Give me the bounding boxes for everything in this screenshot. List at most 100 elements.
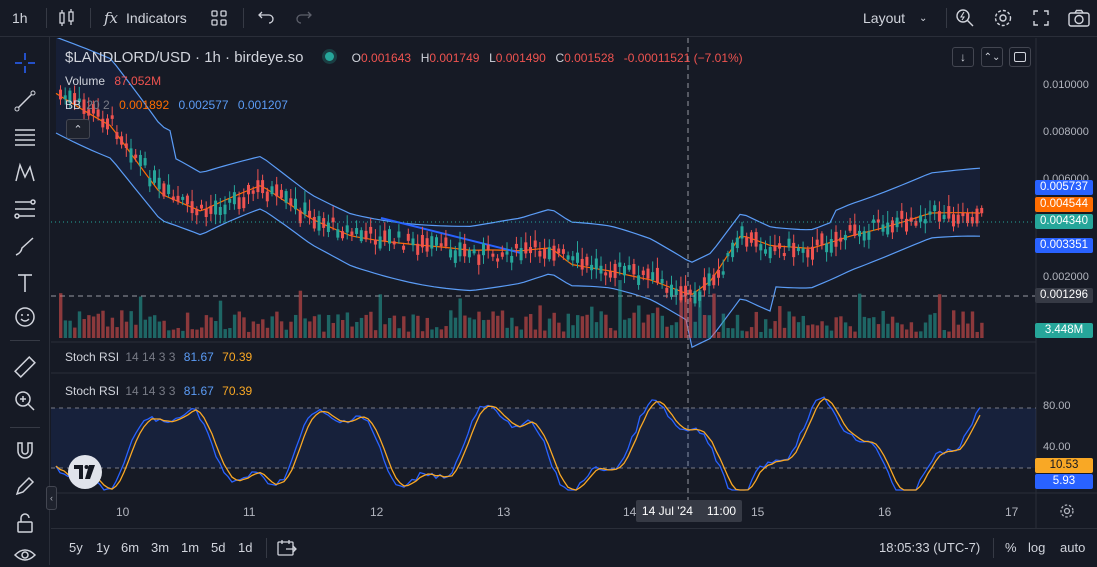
volume-legend[interactable]: Volume 87.052M (65, 74, 161, 88)
collapse-pane-button[interactable]: ⌃⌄ (981, 47, 1003, 67)
volume-bar (439, 329, 444, 338)
collapse-icon: ⌃⌄ (983, 51, 1001, 63)
range-5y[interactable]: 5y (69, 540, 83, 555)
range-3m[interactable]: 3m (151, 540, 170, 555)
candle-body (759, 244, 763, 251)
range-1d[interactable]: 1d (238, 540, 253, 555)
volume-bar (124, 321, 129, 338)
templates-button[interactable] (210, 0, 228, 36)
brush-icon[interactable] (13, 235, 37, 259)
candle-body (825, 243, 829, 253)
bb-legend[interactable]: BB 20 2 0.001892 0.002577 0.001207 (65, 98, 288, 112)
emoji-icon[interactable] (13, 305, 37, 329)
settings-button[interactable] (993, 0, 1013, 36)
volume-bar (632, 312, 636, 338)
volume-bar (247, 331, 251, 338)
log-toggle[interactable]: log (1028, 540, 1046, 555)
volume-bar (218, 300, 223, 338)
pencil-lock-icon[interactable] (13, 474, 37, 498)
volume-bar (726, 328, 730, 338)
zoom-in-icon[interactable] (13, 389, 37, 413)
layout-button[interactable]: Layout ⌄ (863, 0, 927, 36)
candles-style-button[interactable] (57, 0, 77, 36)
candle-body (87, 109, 91, 116)
eye-icon[interactable] (13, 543, 37, 567)
close-value: 0.001528 (564, 51, 615, 65)
goto-date-button[interactable] (277, 529, 297, 566)
stoch-pane-legend[interactable]: Stoch RSI 14 14 3 3 81.67 70.39 (65, 384, 252, 398)
volume-bar (975, 331, 979, 338)
volume-bar (670, 325, 674, 338)
fullscreen-button[interactable] (1032, 0, 1050, 36)
ruler-icon[interactable] (13, 355, 37, 379)
undo-button[interactable] (257, 0, 275, 36)
pane-separator-handle[interactable]: ‹ (46, 486, 57, 510)
candle-body (895, 217, 899, 228)
bb-basis-value: 0.001892 (119, 98, 170, 112)
volume-bar (970, 311, 975, 338)
candle-body (768, 247, 772, 259)
timezone-clock[interactable]: 18:05:33 (UTC-7) (879, 540, 981, 555)
volume-bar (486, 319, 491, 338)
symbol-title[interactable]: $LANDLORD/USD · 1h · birdeye.so (65, 49, 304, 66)
maximize-pane-button[interactable] (1009, 47, 1031, 67)
collapse-legend-button[interactable]: ⌃ (66, 119, 90, 139)
candle-body (754, 232, 758, 247)
candle-body (200, 204, 203, 209)
horizontal-lines-icon[interactable] (13, 125, 37, 149)
move-down-button[interactable]: ↓ (952, 47, 974, 67)
volume-bar (96, 313, 100, 338)
candle-body (204, 208, 208, 218)
time-tick: 12 (370, 505, 384, 519)
crosshair-icon[interactable] (13, 51, 37, 75)
volume-bar (322, 331, 326, 338)
range-6m[interactable]: 6m (121, 540, 140, 555)
volume-bar (529, 314, 533, 338)
price-chart[interactable] (51, 38, 1097, 528)
candle-body (129, 148, 133, 163)
volume-bar (388, 317, 392, 338)
candle-body (345, 225, 349, 233)
volume-bar (905, 329, 909, 338)
auto-toggle[interactable]: auto (1060, 540, 1086, 555)
candle-body (477, 254, 481, 265)
settings-corner-button[interactable] (1059, 503, 1075, 524)
volume-bar (101, 310, 105, 338)
candle-body (157, 177, 161, 190)
volume-bar (171, 329, 176, 338)
open-label: O (351, 51, 362, 65)
volume-bar (453, 317, 458, 338)
tradingview-logo[interactable] (68, 455, 102, 489)
top-toolbar: 1h fx Indicators Layout ⌄ (0, 0, 1097, 37)
volume-bar (646, 314, 650, 338)
volume-bar (129, 311, 133, 338)
snapshot-button[interactable] (1068, 0, 1090, 36)
fullscreen-icon (1033, 10, 1049, 26)
magnet-icon[interactable] (13, 439, 37, 463)
range-1y[interactable]: 1y (96, 540, 110, 555)
candle-body (721, 271, 725, 275)
text-icon[interactable] (13, 271, 37, 295)
lock-icon[interactable] (13, 511, 37, 535)
chevron-left-icon: ‹ (50, 493, 53, 503)
volume-bar (684, 295, 688, 338)
candle-body (420, 234, 424, 248)
candle-body (811, 246, 814, 260)
volume-bar (590, 306, 594, 338)
redo-button[interactable] (295, 0, 313, 36)
percent-toggle[interactable]: % (1005, 540, 1017, 555)
candle-body (430, 236, 434, 249)
volume-bar (702, 314, 707, 338)
indicators-button[interactable]: fx Indicators (104, 0, 187, 36)
volume-bar (312, 316, 317, 338)
trend-line-icon[interactable] (13, 89, 37, 113)
stoch-collapsed-legend[interactable]: Stoch RSI 14 14 3 3 81.67 70.39 (65, 350, 252, 364)
quick-search-button[interactable] (955, 0, 975, 36)
range-1m[interactable]: 1m (181, 540, 200, 555)
interval-button[interactable]: 1h (12, 0, 28, 36)
range-5d[interactable]: 5d (211, 540, 226, 555)
time-tick: 11 (243, 505, 256, 519)
pattern-icon[interactable] (13, 161, 37, 185)
volume-bar (242, 317, 246, 338)
fib-icon[interactable] (13, 197, 37, 221)
